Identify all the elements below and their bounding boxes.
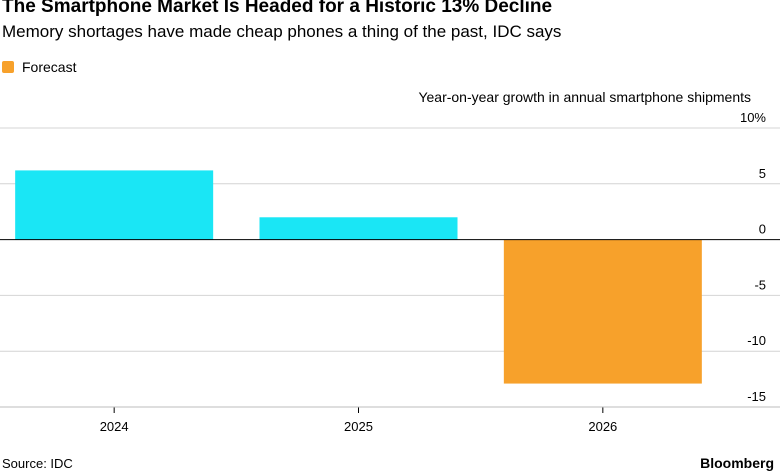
bar-2024 bbox=[15, 170, 214, 240]
y-tick-label: -10 bbox=[747, 333, 766, 348]
x-tick-label: 2025 bbox=[344, 419, 373, 434]
source-note: Source: IDC bbox=[2, 456, 73, 471]
brand-logo-text: Bloomberg bbox=[700, 455, 774, 471]
chart-title: The Smartphone Market Is Headed for a Hi… bbox=[2, 0, 553, 17]
chart-subtitle: Memory shortages have made cheap phones … bbox=[2, 22, 562, 41]
x-tick-label: 2024 bbox=[100, 419, 129, 434]
bar-2025 bbox=[259, 217, 458, 240]
y-tick-label: -15 bbox=[747, 389, 766, 404]
bar-2026 bbox=[503, 239, 702, 384]
y-tick-label: 0 bbox=[759, 222, 766, 237]
y-axis-title: Year-on-year growth in annual smartphone… bbox=[418, 89, 751, 105]
x-tick-label: 2026 bbox=[588, 419, 617, 434]
legend-label-forecast: Forecast bbox=[22, 59, 77, 75]
y-tick-label: 5 bbox=[759, 166, 766, 181]
y-tick-label: 10% bbox=[740, 110, 766, 125]
legend-swatch-forecast bbox=[2, 61, 14, 73]
legend: Forecast bbox=[2, 58, 76, 76]
y-tick-label: -5 bbox=[754, 277, 766, 292]
